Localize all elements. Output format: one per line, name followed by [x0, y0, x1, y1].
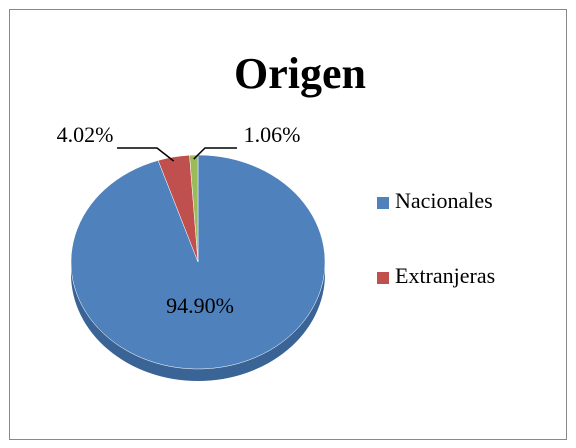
leader-line	[117, 147, 175, 162]
legend-label: Nacionales	[395, 188, 493, 213]
data-label: 94.90%	[166, 293, 234, 318]
legend-swatch	[377, 197, 389, 209]
legend-label: Extranjeras	[395, 263, 495, 288]
legend-swatch	[377, 272, 389, 284]
leader-line	[193, 147, 237, 160]
data-label: 1.06%	[244, 122, 301, 147]
data-label: 4.02%	[57, 122, 114, 147]
chart-title: Origen	[234, 49, 366, 98]
